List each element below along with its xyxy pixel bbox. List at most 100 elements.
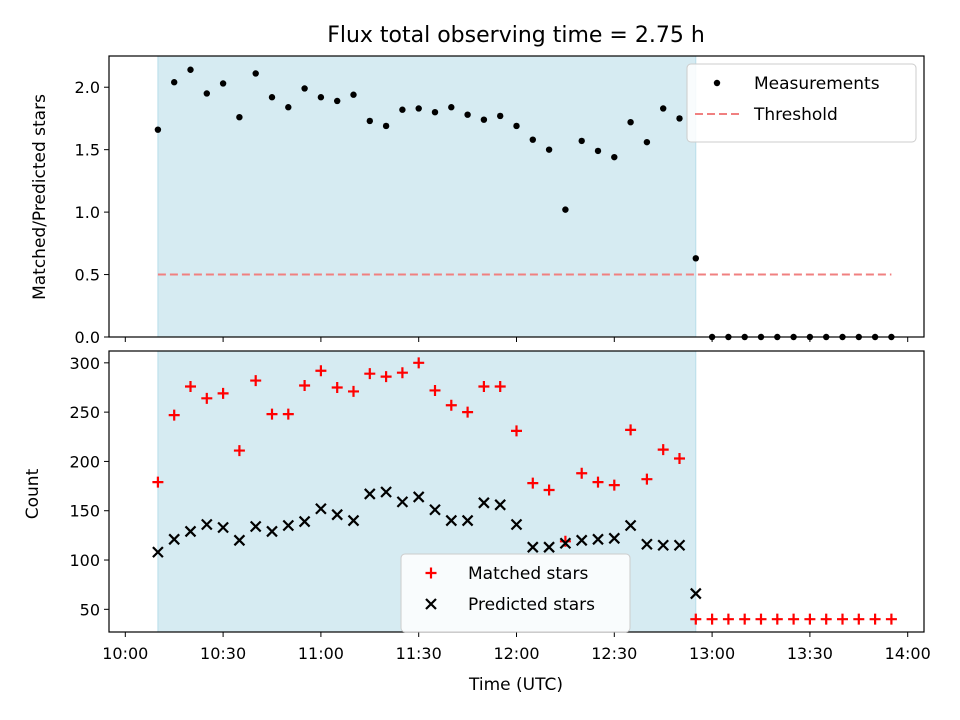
- measurement-point: [578, 137, 585, 145]
- predicted-stars-point: [559, 537, 572, 550]
- measurement-point: [529, 136, 536, 143]
- predicted-stars-point: [429, 503, 441, 516]
- predicted-stars-point: [396, 496, 409, 508]
- predicted-stars-point: [266, 525, 278, 538]
- matched-stars-point: [837, 613, 848, 625]
- measurement-point: [627, 118, 634, 126]
- predicted-stars-point: [673, 539, 686, 552]
- chart-title: Flux total observing time = 2.75 h: [327, 23, 705, 48]
- matched-stars-point: [233, 445, 245, 457]
- measurement-point: [676, 115, 683, 122]
- bottom-y-tick-label: 50: [80, 600, 100, 619]
- predicted-stars-point: [380, 486, 392, 498]
- matched-stars-point: [168, 409, 180, 421]
- bottom-y-axis-label: Count: [23, 468, 43, 519]
- predicted-stars-point: [690, 587, 702, 600]
- matched-stars-point: [429, 384, 441, 396]
- matched-stars-point: [185, 380, 196, 392]
- measurement-point: [154, 126, 162, 133]
- matched-stars-point: [396, 367, 408, 379]
- legend-x-icon: [425, 598, 437, 610]
- measurement-point: [692, 255, 699, 262]
- bottom-legend: Matched stars Predicted stars: [400, 553, 631, 633]
- top-observing-window-shade: [157, 55, 697, 338]
- measurement-point: [236, 113, 243, 121]
- matched-stars-point: [331, 381, 343, 393]
- predicted-stars-point: [217, 521, 229, 534]
- measurement-point: [301, 85, 308, 92]
- matched-stars-point: [576, 467, 588, 479]
- top-y-tick-label: 1.0: [75, 203, 100, 222]
- predicted-stars-point: [527, 541, 539, 553]
- matched-stars-point: [755, 613, 767, 625]
- matched-stars-point: [690, 613, 702, 625]
- bottom-y-tick-label: 100: [69, 551, 100, 570]
- measurement-point: [480, 116, 488, 123]
- bottom-y-tick-label: 150: [69, 502, 100, 521]
- matched-stars-point: [853, 613, 865, 625]
- matched-stars-point: [804, 613, 816, 625]
- matched-stars-point: [771, 613, 783, 625]
- matched-stars-point: [543, 484, 555, 496]
- top-y-tick-label: 2.0: [75, 78, 100, 97]
- predicted-stars-point: [461, 514, 474, 527]
- bottom-series-matched-stars: [152, 357, 897, 625]
- top-legend: Measurements Threshold: [686, 63, 917, 143]
- matched-stars-point: [625, 424, 637, 436]
- measurement-point: [203, 90, 210, 97]
- measurement-point: [464, 111, 471, 118]
- predicted-stars-point: [641, 538, 653, 551]
- bottom-plot-area: 50 100 150 200 250 300 10:00 10:30 11:00 11:30 12:…: [69, 350, 931, 663]
- predicted-stars-point: [494, 499, 506, 511]
- measurement-point: [513, 122, 520, 130]
- legend-plus-icon: [425, 567, 437, 579]
- legend-dot-icon: [713, 79, 721, 87]
- matched-stars-point: [592, 476, 604, 488]
- predicted-stars-point: [592, 533, 604, 546]
- x-tick-label: 13:30: [787, 644, 833, 663]
- x-tick-label: 12:30: [591, 644, 637, 663]
- measurement-point: [545, 146, 553, 153]
- matched-stars-point: [706, 613, 718, 625]
- measurement-point: [187, 66, 194, 73]
- measurement-point: [334, 97, 341, 105]
- matched-stars-point: [885, 613, 897, 625]
- predicted-stars-point: [364, 488, 376, 500]
- predicted-stars-point: [445, 514, 458, 527]
- bottom-series-predicted-stars: [152, 486, 702, 600]
- predicted-stars-point: [233, 534, 246, 547]
- x-tick-label: 12:00: [493, 644, 539, 663]
- predicted-stars-point: [168, 533, 180, 546]
- top-y-axis-label: Matched/Predicted stars: [30, 94, 50, 300]
- predicted-stars-point: [184, 525, 197, 538]
- predicted-stars-point: [657, 539, 669, 552]
- measurement-point: [171, 79, 178, 86]
- measurement-point: [382, 122, 390, 130]
- predicted-stars-point: [478, 497, 490, 509]
- x-tick-label: 10:00: [102, 644, 148, 663]
- matched-stars-point: [674, 452, 685, 464]
- matched-stars-point: [494, 380, 506, 392]
- matched-stars-point: [478, 380, 490, 392]
- top-series-measurements: [154, 66, 895, 341]
- top-plot-area: 0.0 0.5 1.0 1.5 2.0 Measurements Threshold: [75, 55, 925, 347]
- measurement-point: [448, 104, 455, 111]
- measurement-point: [415, 105, 422, 112]
- bottom-y-tick-label: 300: [69, 354, 100, 373]
- matched-stars-point: [315, 365, 327, 377]
- measurement-point: [497, 112, 504, 120]
- legend-label: Threshold: [753, 105, 838, 125]
- measurement-point: [366, 117, 373, 125]
- predicted-stars-point: [298, 515, 311, 528]
- top-y-tick-label: 0.0: [75, 328, 100, 347]
- predicted-stars-point: [152, 546, 164, 558]
- measurement-point: [399, 106, 406, 113]
- predicted-stars-point: [282, 519, 295, 532]
- predicted-stars-point: [575, 534, 588, 547]
- matched-stars-point: [299, 380, 311, 392]
- matched-stars-point: [445, 399, 457, 411]
- matched-stars-point: [266, 408, 278, 420]
- measurement-point: [219, 80, 227, 87]
- measurement-point: [643, 138, 651, 146]
